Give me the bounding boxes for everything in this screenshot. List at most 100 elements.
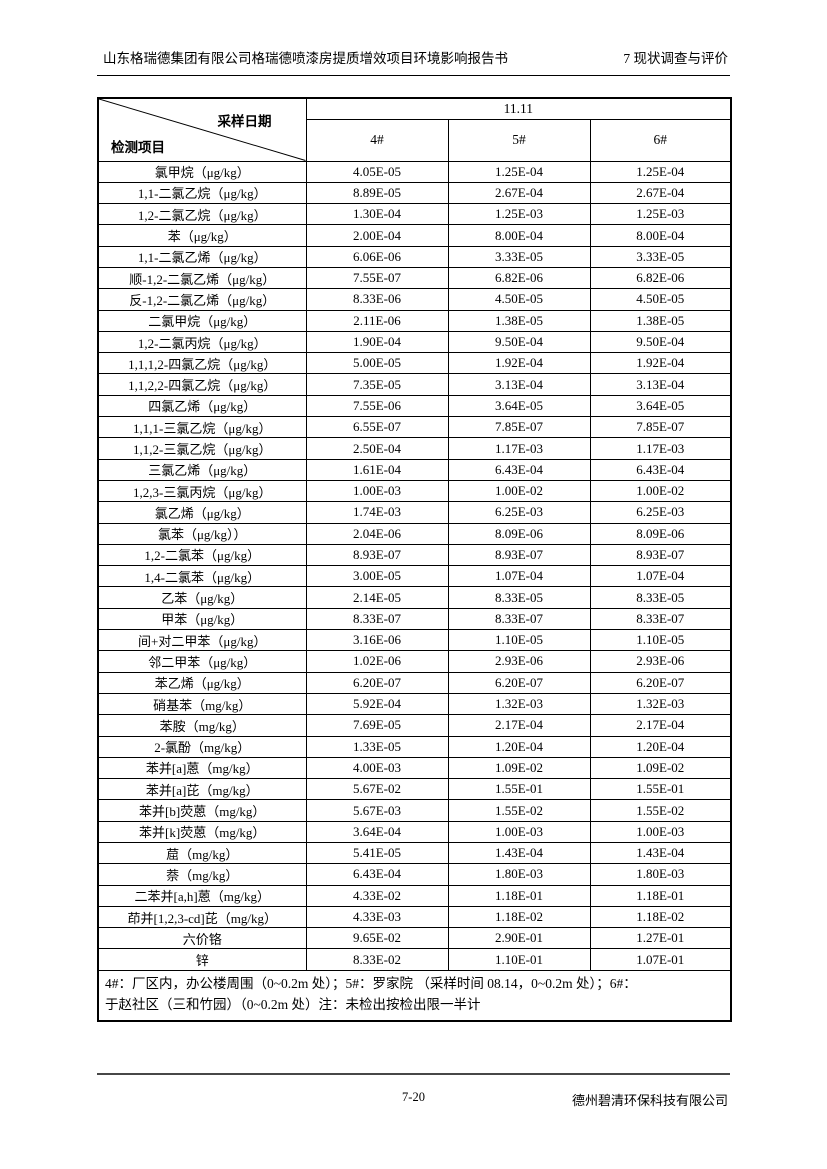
value-cell: 1.10E-01 bbox=[447, 948, 591, 971]
value-cell: 1.25E-04 bbox=[447, 160, 591, 183]
corner-label-sampling-date: 采样日期 bbox=[217, 114, 272, 129]
value-cell: 4.05E-05 bbox=[305, 160, 449, 183]
value-cell: 1.09E-02 bbox=[589, 756, 732, 780]
value-cell: 1.09E-02 bbox=[447, 756, 591, 780]
item-name-cell: 1,2-二氯丙烷（μg/kg） bbox=[97, 330, 307, 354]
value-cell: 7.69E-05 bbox=[305, 714, 449, 737]
value-cell: 1.00E-03 bbox=[589, 820, 732, 844]
value-cell: 8.33E-02 bbox=[305, 948, 449, 971]
item-name-cell: 反-1,2-二氯乙烯（μg/kg） bbox=[97, 288, 307, 311]
value-cell: 8.33E-07 bbox=[589, 607, 732, 631]
diagonal-line-icon bbox=[99, 99, 306, 161]
value-cell: 3.64E-04 bbox=[305, 820, 449, 844]
value-cell: 4.50E-05 bbox=[589, 288, 732, 311]
value-cell: 8.00E-04 bbox=[589, 224, 732, 247]
table-row: 苯并[b]荧蒽（mg/kg） 5.67E-03 1.55E-02 1.55E-02 bbox=[97, 799, 732, 822]
item-name-cell: 间+对二甲苯（μg/kg） bbox=[97, 629, 307, 652]
value-cell: 3.64E-05 bbox=[447, 394, 591, 418]
table-row: 间+对二甲苯（μg/kg） 3.16E-06 1.10E-05 1.10E-05 bbox=[97, 629, 732, 652]
item-name-cell: 硝基苯（mg/kg） bbox=[97, 692, 307, 716]
table-row: 䓛（mg/kg） 5.41E-05 1.43E-04 1.43E-04 bbox=[97, 841, 732, 865]
item-name-cell: 顺-1,2-二氯乙烯（μg/kg） bbox=[97, 266, 307, 290]
table-row: 二氯甲烷（μg/kg） 2.11E-06 1.38E-05 1.38E-05 bbox=[97, 309, 732, 332]
table-row: 1,2-二氯乙烷（μg/kg） 1.30E-04 1.25E-03 1.25E-03 bbox=[97, 203, 732, 226]
diagonal-header-cell: 采样日期 检测项目 bbox=[97, 97, 307, 162]
table-row: 乙苯（μg/kg） 2.14E-05 8.33E-05 8.33E-05 bbox=[97, 586, 732, 609]
item-name-cell: 萘（mg/kg） bbox=[97, 863, 307, 886]
value-cell: 1.18E-01 bbox=[447, 884, 591, 907]
header-chapter-title: 7 现状调查与评价 bbox=[623, 51, 728, 66]
value-cell: 6.43E-04 bbox=[305, 863, 449, 886]
value-cell: 5.67E-03 bbox=[305, 799, 449, 822]
value-cell: 1.38E-05 bbox=[589, 309, 732, 332]
value-cell: 1.25E-04 bbox=[589, 160, 732, 183]
value-cell: 1.33E-05 bbox=[305, 735, 449, 758]
value-cell: 1.30E-04 bbox=[305, 203, 449, 226]
value-cell: 2.50E-04 bbox=[305, 437, 449, 460]
value-cell: 6.25E-03 bbox=[589, 501, 732, 524]
sampling-date-cell: 11.11 bbox=[305, 97, 732, 120]
item-name-cell: 二苯并[a,h]蒽（mg/kg） bbox=[97, 884, 307, 907]
value-cell: 1.20E-04 bbox=[589, 735, 732, 758]
date-header-row: 采样日期 检测项目 11.11 bbox=[97, 97, 732, 162]
value-cell: 8.09E-06 bbox=[589, 522, 732, 545]
value-cell: 1.90E-04 bbox=[305, 330, 449, 354]
item-name-cell: 氯乙烯（μg/kg） bbox=[97, 501, 307, 524]
value-cell: 1.25E-03 bbox=[447, 203, 591, 226]
value-cell: 1.17E-03 bbox=[589, 437, 732, 460]
item-name-cell: 苯胺（mg/kg） bbox=[97, 714, 307, 737]
value-cell: 6.43E-04 bbox=[589, 458, 732, 481]
table-row: 茚并[1,2,3-cd]芘（mg/kg） 4.33E-03 1.18E-02 1.18… bbox=[97, 905, 732, 929]
value-cell: 1.43E-04 bbox=[589, 841, 732, 865]
item-name-cell: 2-氯酚（mg/kg） bbox=[97, 735, 307, 758]
value-cell: 5.41E-05 bbox=[305, 841, 449, 865]
table-row: 2-氯酚（mg/kg） 1.33E-05 1.20E-04 1.20E-04 bbox=[97, 735, 732, 758]
item-name-cell: 四氯乙烯（μg/kg） bbox=[97, 394, 307, 418]
item-name-cell: 1,1-二氯乙烯（μg/kg） bbox=[97, 245, 307, 268]
value-cell: 6.20E-07 bbox=[305, 671, 449, 694]
value-cell: 6.06E-06 bbox=[305, 245, 449, 268]
value-cell: 3.13E-04 bbox=[589, 373, 732, 396]
item-name-cell: 苯并[a]蒽（mg/kg） bbox=[97, 756, 307, 780]
value-cell: 3.33E-05 bbox=[589, 245, 732, 268]
value-cell: 8.33E-06 bbox=[305, 288, 449, 311]
value-cell: 1.18E-02 bbox=[589, 905, 732, 929]
value-cell: 1.32E-03 bbox=[589, 692, 732, 716]
item-name-cell: 1,1,2-三氯乙烷（μg/kg） bbox=[97, 437, 307, 460]
table-note-line1: 4#：厂区内，办公楼周围（0~0.2m 处）；5#：罗家院 （采样时间 08.1… bbox=[105, 975, 637, 991]
value-cell: 1.10E-05 bbox=[589, 629, 732, 652]
item-name-cell: 氯苯（μg/kg）） bbox=[97, 522, 307, 545]
value-cell: 3.00E-05 bbox=[305, 565, 449, 588]
item-name-cell: 苯并[b]荧蒽（mg/kg） bbox=[97, 799, 307, 822]
table-row: 萘（mg/kg） 6.43E-04 1.80E-03 1.80E-03 bbox=[97, 863, 732, 886]
value-cell: 9.50E-04 bbox=[589, 330, 732, 354]
table-row: 氯乙烯（μg/kg） 1.74E-03 6.25E-03 6.25E-03 bbox=[97, 501, 732, 524]
value-cell: 8.89E-05 bbox=[305, 181, 449, 205]
value-cell: 4.33E-03 bbox=[305, 905, 449, 929]
table-note: 4#：厂区内，办公楼周围（0~0.2m 处）；5#：罗家院 （采样时间 08.1… bbox=[97, 969, 732, 1022]
value-cell: 1.38E-05 bbox=[447, 309, 591, 332]
value-cell: 1.55E-02 bbox=[447, 799, 591, 822]
sampling-results-table: 采样日期 检测项目 11.11 4# 5# 6# 氯甲烷（μg/kg） 4.05E… bbox=[97, 97, 733, 1022]
table-body: 氯甲烷（μg/kg） 4.05E-05 1.25E-04 1.25E-04 1,1-二氯… bbox=[97, 160, 732, 971]
value-cell: 1.61E-04 bbox=[305, 458, 449, 481]
value-cell: 2.93E-06 bbox=[447, 650, 591, 673]
value-cell: 9.50E-04 bbox=[447, 330, 591, 354]
item-name-cell: 苯并[a]芘（mg/kg） bbox=[97, 778, 307, 801]
table-row: 邻二甲苯（μg/kg） 1.02E-06 2.93E-06 2.93E-06 bbox=[97, 650, 732, 673]
item-name-cell: 锌 bbox=[97, 948, 307, 971]
item-name-cell: 1,2,3-三氯丙烷（μg/kg） bbox=[97, 479, 307, 503]
value-cell: 7.55E-06 bbox=[305, 394, 449, 418]
note-row: 4#：厂区内，办公楼周围（0~0.2m 处）；5#：罗家院 （采样时间 08.1… bbox=[97, 969, 732, 1022]
value-cell: 2.17E-04 bbox=[589, 714, 732, 737]
value-cell: 6.20E-07 bbox=[447, 671, 591, 694]
value-cell: 2.17E-04 bbox=[447, 714, 591, 737]
value-cell: 1.18E-02 bbox=[447, 905, 591, 929]
value-cell: 1.55E-01 bbox=[589, 778, 732, 801]
header-report-title: 山东格瑞德集团有限公司格瑞德喷漆房提质增效项目环境影响报告书 bbox=[103, 51, 508, 66]
value-cell: 5.00E-05 bbox=[305, 352, 449, 375]
item-name-cell: 1,1-二氯乙烷（μg/kg） bbox=[97, 181, 307, 205]
table-row: 1,2-二氯丙烷（μg/kg） 1.90E-04 9.50E-04 9.50E-04 bbox=[97, 330, 732, 354]
value-cell: 5.92E-04 bbox=[305, 692, 449, 716]
value-cell: 8.00E-04 bbox=[447, 224, 591, 247]
